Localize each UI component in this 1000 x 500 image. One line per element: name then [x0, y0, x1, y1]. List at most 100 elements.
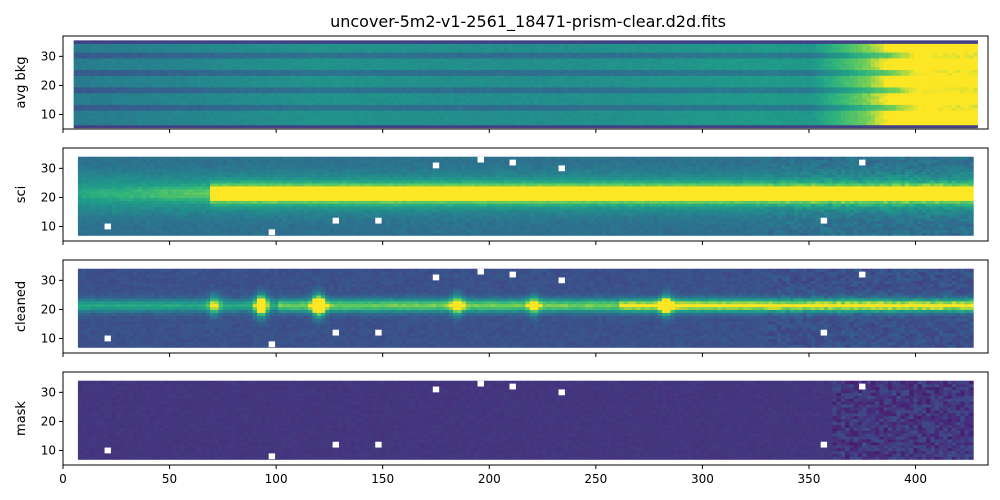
heatmap-cell — [308, 40, 313, 44]
heatmap-cell — [193, 124, 198, 129]
heatmap-cell — [146, 101, 151, 105]
heatmap-cell — [252, 95, 258, 100]
heatmap-cell — [329, 63, 335, 68]
heatmap-cell — [691, 75, 697, 79]
heatmap-cell — [86, 115, 92, 120]
heatmap-cell — [235, 57, 241, 62]
heatmap-cell — [453, 110, 458, 114]
heatmap-cell — [742, 57, 748, 62]
heatmap-cell — [495, 72, 501, 76]
heatmap-cell — [303, 104, 309, 108]
heatmap-cell — [107, 86, 113, 91]
heatmap-cell — [751, 57, 757, 62]
heatmap-cell — [414, 113, 420, 117]
heatmap-cell — [555, 98, 561, 102]
heatmap-cell — [542, 49, 548, 53]
heatmap-cell — [585, 46, 591, 50]
heatmap-cell — [465, 92, 471, 97]
heatmap-cell — [768, 60, 774, 65]
heatmap-cell — [167, 101, 173, 105]
heatmap-cell — [640, 69, 646, 73]
heatmap-cell — [308, 49, 313, 53]
heatmap-cell — [107, 72, 113, 76]
heatmap-cell — [163, 121, 169, 126]
heatmap-cell — [777, 86, 782, 91]
heatmap-cell — [256, 60, 262, 65]
heatmap-cell — [261, 98, 267, 102]
heatmap-cell — [193, 78, 198, 82]
heatmap-cell — [444, 107, 450, 111]
heatmap-cell — [116, 60, 122, 65]
heatmap-cell — [175, 92, 181, 97]
heatmap-cell — [431, 78, 437, 82]
heatmap-cell — [657, 118, 663, 123]
heatmap-cell — [188, 115, 194, 120]
heatmap-cell — [772, 60, 778, 65]
heatmap-cell — [504, 40, 510, 44]
heatmap-cell — [585, 54, 591, 59]
heatmap-cell — [286, 78, 292, 82]
heatmap-cell — [764, 92, 770, 97]
heatmap-cell — [384, 124, 390, 129]
heatmap-cell — [534, 115, 539, 120]
heatmap-cell — [120, 115, 126, 120]
heatmap-cell — [163, 49, 169, 53]
heatmap-cell — [589, 98, 595, 102]
heatmap-cell — [691, 46, 697, 50]
heatmap-cell — [478, 78, 484, 82]
heatmap-cell — [551, 118, 556, 123]
heatmap-cell — [350, 75, 356, 79]
heatmap-cell — [440, 57, 446, 62]
heatmap-cell — [393, 69, 399, 73]
heatmap-cell — [380, 49, 386, 53]
heatmap-cell — [406, 60, 412, 65]
heatmap-cell — [474, 107, 480, 111]
heatmap-cell — [649, 110, 654, 114]
heatmap-cell — [295, 51, 301, 56]
heatmap-cell — [606, 63, 612, 68]
heatmap-cell — [721, 113, 727, 117]
heatmap-cell — [538, 54, 544, 59]
heatmap-cell — [227, 121, 232, 126]
heatmap-cell — [175, 54, 181, 59]
heatmap-cell — [337, 69, 343, 73]
heatmap-cell — [435, 54, 441, 59]
heatmap-cell — [90, 95, 96, 100]
heatmap-cell — [107, 95, 113, 100]
heatmap-cell — [623, 69, 629, 73]
heatmap-cell — [730, 81, 735, 85]
heatmap-cell — [636, 69, 642, 73]
heatmap-cell — [516, 60, 522, 65]
heatmap-cell — [354, 60, 360, 65]
heatmap-cell — [730, 115, 735, 120]
heatmap-cell — [380, 78, 386, 82]
heatmap-cell — [542, 92, 548, 97]
heatmap-cell — [295, 107, 301, 111]
heatmap-cell — [329, 121, 335, 126]
heatmap-cell — [653, 113, 659, 117]
heatmap-cell — [696, 124, 701, 129]
heatmap-cell — [154, 115, 160, 120]
heatmap-cell — [576, 51, 582, 56]
heatmap-cell — [350, 81, 356, 85]
heatmap-cell — [414, 40, 420, 44]
heatmap-cell — [602, 81, 608, 85]
heatmap-cell — [367, 46, 373, 50]
heatmap-cell — [568, 60, 573, 65]
heatmap-cell — [227, 51, 232, 56]
heatmap-cell — [504, 63, 510, 68]
heatmap-cell — [363, 43, 369, 47]
heatmap-cell — [781, 89, 787, 94]
heatmap-cell — [244, 83, 250, 88]
heatmap-cell — [227, 92, 232, 97]
heatmap-cell — [222, 81, 228, 85]
heatmap-cell — [534, 51, 539, 56]
heatmap-cell — [124, 115, 130, 120]
heatmap-cell — [764, 57, 770, 62]
heatmap-cell — [133, 110, 139, 114]
heatmap-cell — [248, 72, 254, 76]
heatmap-cell — [764, 43, 770, 47]
heatmap-cell — [329, 46, 335, 50]
heatmap-cell — [346, 121, 352, 126]
heatmap-cell — [256, 81, 262, 85]
